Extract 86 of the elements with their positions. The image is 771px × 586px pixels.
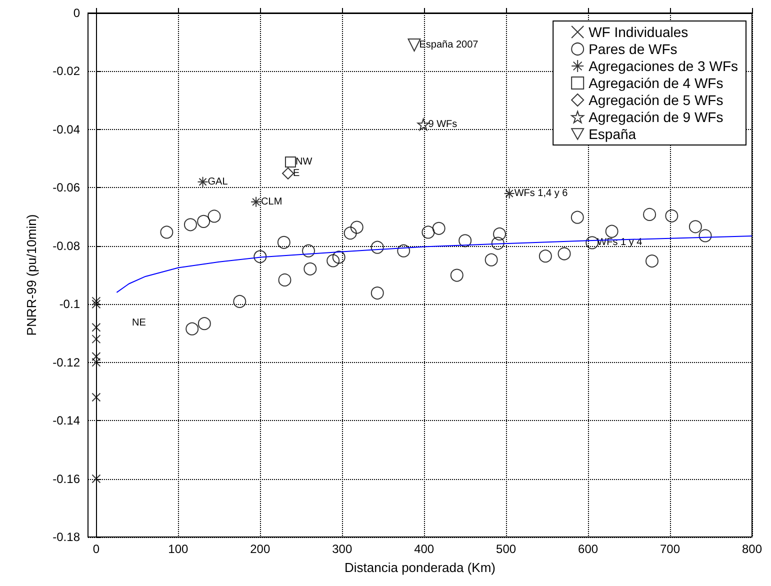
point	[332, 250, 346, 264]
point	[370, 240, 384, 254]
annotation: 9 WFs	[428, 118, 458, 130]
x-tick-label: 100	[168, 542, 189, 556]
x-axis-title: Distancia ponderada (Km)	[344, 560, 496, 575]
y-tick-label: -0.1	[59, 297, 80, 312]
point	[570, 210, 584, 224]
point	[302, 244, 316, 258]
point	[284, 156, 296, 168]
point	[646, 254, 658, 268]
point	[326, 254, 340, 268]
annotation: NW	[295, 156, 313, 168]
point	[605, 224, 618, 238]
point	[184, 218, 197, 232]
point	[277, 236, 290, 249]
y-axis-title: PNRR-99 (pu/10min)	[24, 214, 39, 336]
point	[92, 392, 101, 402]
point	[484, 253, 498, 266]
point	[197, 176, 208, 188]
point	[493, 227, 506, 240]
x-tick-label: 300	[332, 542, 352, 556]
point	[408, 38, 421, 52]
x-tick-label: 0	[92, 542, 100, 556]
point	[558, 247, 571, 260]
legend-label: Agregación de 5 WFs	[588, 92, 724, 108]
x-tick-label: 800	[742, 542, 762, 556]
annotation: GAL	[208, 176, 228, 188]
y-tick-label: -0.18	[52, 530, 80, 544]
legend-label: Pares de WFs	[588, 41, 678, 57]
annotation: WFs 1,4 y 6	[514, 188, 568, 199]
line-series	[116, 235, 752, 293]
y-tick-label: -0.06	[52, 180, 80, 195]
y-tick-label: -0.14	[52, 414, 80, 428]
point	[458, 234, 472, 248]
point	[698, 229, 712, 242]
point	[92, 334, 101, 344]
point	[282, 167, 294, 180]
point	[491, 236, 504, 250]
point	[688, 220, 702, 234]
point	[504, 188, 515, 199]
point	[538, 250, 552, 263]
point	[304, 262, 317, 276]
point	[370, 286, 384, 300]
point	[665, 209, 678, 222]
point	[233, 294, 246, 308]
y-tick-label: -0.16	[52, 472, 80, 486]
point	[344, 226, 357, 240]
legend-label: Agregaciones de 3 WFs	[588, 58, 738, 74]
point	[586, 236, 599, 250]
point	[350, 220, 364, 234]
point	[92, 296, 101, 306]
point	[186, 322, 199, 336]
y-tick-label: 0	[73, 6, 80, 20]
legend-label: WF Individuales	[588, 24, 688, 40]
annotation: CLM	[261, 196, 282, 208]
point	[92, 322, 101, 332]
annotation: España 2007	[419, 40, 479, 51]
point	[432, 222, 446, 235]
point	[417, 118, 430, 130]
point	[92, 474, 101, 484]
legend-label: España	[588, 126, 636, 142]
point	[422, 226, 435, 239]
legend-label: Agregación de 9 WFs	[588, 109, 724, 125]
annotation: NE	[132, 318, 146, 328]
y-tick-label: -0.12	[52, 355, 80, 370]
x-tick-label: 200	[250, 542, 270, 556]
point	[397, 244, 410, 258]
annotation: E	[293, 168, 300, 179]
x-tick-label: 600	[578, 542, 598, 556]
legend-label: Agregación de 4 WFs	[588, 75, 724, 91]
point	[208, 210, 221, 223]
point	[92, 300, 101, 309]
point	[450, 268, 464, 282]
y-tick-label: -0.08	[52, 238, 80, 253]
point	[254, 250, 267, 264]
x-tick-label: 400	[414, 542, 434, 556]
point	[278, 273, 292, 286]
y-tick-label: -0.02	[52, 64, 80, 78]
x-tick-label: 700	[660, 542, 680, 556]
point	[250, 196, 262, 208]
y-tick-label: -0.04	[52, 122, 80, 136]
point	[160, 226, 174, 239]
point	[198, 317, 211, 330]
point	[643, 208, 656, 221]
x-tick-label: 500	[496, 542, 516, 556]
point	[197, 214, 210, 228]
